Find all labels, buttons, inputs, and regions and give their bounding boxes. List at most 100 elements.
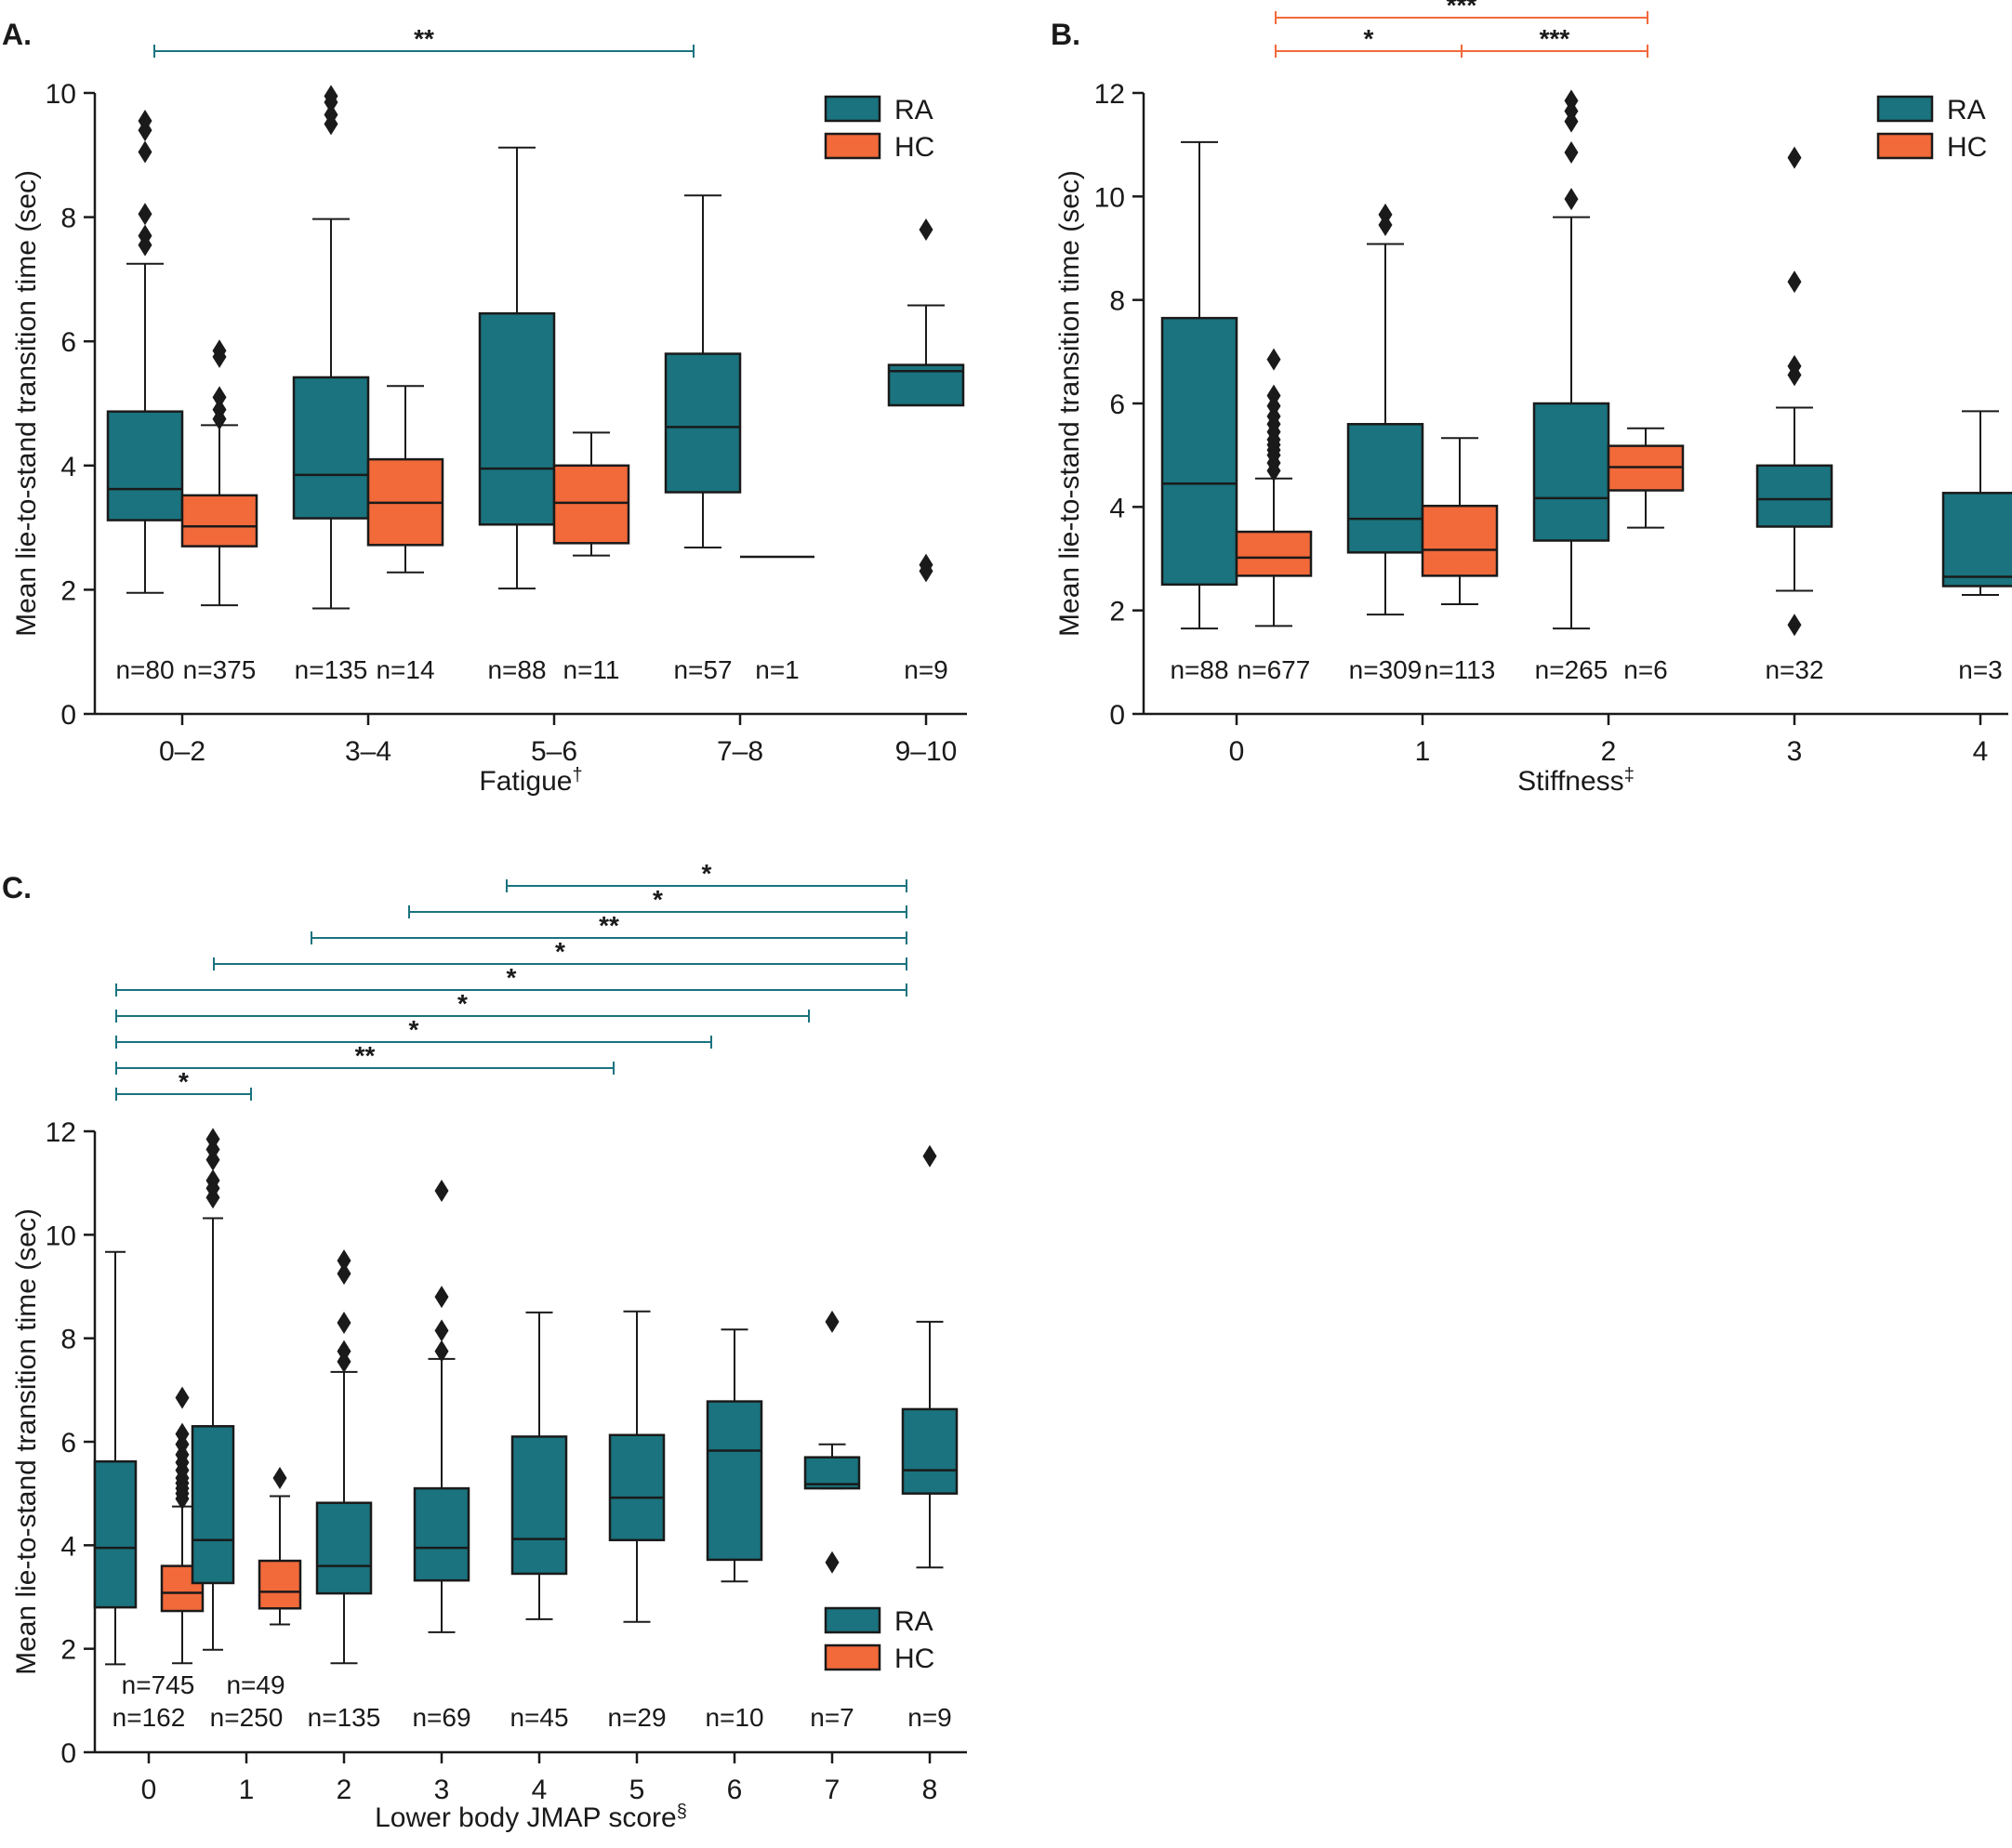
- outlier-point: [138, 140, 152, 164]
- box-body: [258, 1559, 302, 1610]
- sample-size-label: n=677: [1238, 655, 1311, 684]
- sample-size-label: n=29: [607, 1703, 666, 1732]
- legend-swatch-hc: [824, 1643, 881, 1671]
- box-body: [292, 376, 370, 520]
- significance-bracket: **: [115, 1041, 615, 1075]
- x-axis-title: Lower body JMAP score§: [375, 1802, 687, 1833]
- outlier-point: [337, 1262, 351, 1286]
- x-axis-title-text: Lower body JMAP score: [375, 1802, 677, 1833]
- sample-size-label: n=80: [115, 655, 174, 684]
- significance-bracket: **: [311, 911, 907, 944]
- significance-stars: *: [555, 937, 565, 966]
- sample-size-label: n=49: [226, 1670, 285, 1699]
- sample-size-label: n=32: [1765, 655, 1823, 684]
- significance-stars: ***: [1447, 0, 1477, 20]
- y-tick-label: 4: [60, 1531, 76, 1562]
- box-body: [93, 1459, 138, 1609]
- outlier-point: [212, 339, 227, 363]
- significance-bracket: *: [1275, 24, 1463, 58]
- outlier-point: [205, 1128, 220, 1151]
- x-axis-title-text: Stiffness: [1517, 766, 1624, 797]
- outlier-point: [337, 1249, 351, 1273]
- y-tick-label: 6: [60, 327, 76, 358]
- outlier-point: [175, 1422, 190, 1445]
- legend: RA HC: [1876, 95, 1987, 163]
- box-ra-8: n=9: [901, 1144, 959, 1732]
- y-tick-label: 6: [1109, 389, 1125, 420]
- outlier-point: [1564, 188, 1579, 211]
- sample-size-label: n=265: [1535, 655, 1608, 684]
- significance-bracket: ***: [1461, 24, 1648, 58]
- legend-swatch-ra: [824, 95, 881, 123]
- x-tick-label: 5–6: [531, 736, 577, 767]
- y-tick-label: 6: [60, 1428, 76, 1459]
- sample-size-label: n=745: [122, 1670, 195, 1699]
- significance-bracket: *: [115, 989, 810, 1023]
- box-body: [510, 1435, 568, 1576]
- outlier-point: [434, 1319, 449, 1342]
- outlier-point: [1787, 146, 1802, 169]
- outlier-point: [205, 1168, 220, 1192]
- box-body: [664, 352, 742, 494]
- sample-size-label: n=10: [705, 1703, 763, 1732]
- sample-size-label: n=6: [1623, 655, 1668, 684]
- x-axis-title-footnote-mark: ‡: [1624, 765, 1635, 785]
- y-tick-label: 12: [46, 1117, 76, 1148]
- outlier-point: [434, 1286, 449, 1309]
- box-hc-0: n=677: [1235, 348, 1313, 684]
- box-body: [1755, 464, 1833, 528]
- y-tick-label: 2: [60, 1635, 76, 1666]
- box-ra-4: n=9: [887, 218, 965, 684]
- significance-stars: **: [414, 24, 434, 53]
- y-tick-label: 12: [1094, 79, 1125, 110]
- box-body: [315, 1501, 373, 1595]
- outlier-point: [1787, 354, 1802, 377]
- box-body: [1160, 316, 1238, 587]
- box-body: [478, 311, 556, 526]
- panel-tag: C.: [2, 871, 32, 904]
- box-body: [1346, 423, 1424, 554]
- x-tick-label: 0–2: [159, 736, 205, 767]
- box-hc-0: n=375: [180, 339, 258, 684]
- box-ra-0: n=88: [1160, 140, 1238, 684]
- legend-swatch-ra: [824, 1606, 881, 1634]
- sample-size-label: n=135: [295, 655, 368, 684]
- outlier-point: [1564, 141, 1579, 165]
- significance-stars: *: [409, 1015, 419, 1044]
- y-tick-label: 10: [46, 1221, 76, 1251]
- box-body: [180, 494, 258, 548]
- outlier-point: [919, 218, 933, 241]
- outlier-point: [324, 103, 338, 126]
- y-tick-label: 4: [1109, 493, 1125, 523]
- outlier-point: [825, 1551, 840, 1574]
- y-axis-title: Mean lie-to-stand transition time (sec): [1054, 170, 1085, 637]
- outlier-point: [434, 1340, 449, 1363]
- box-body: [901, 1407, 959, 1495]
- outlier-point: [919, 553, 933, 576]
- significance-stars: *: [653, 885, 663, 914]
- sample-size-label: n=9: [907, 1703, 952, 1732]
- box-hc-2: n=11: [552, 431, 630, 684]
- x-tick-label: 2: [1601, 736, 1617, 767]
- sample-size-label: n=88: [1170, 655, 1228, 684]
- box-ra-1: n=309: [1346, 203, 1424, 684]
- significance-bracket: *: [506, 859, 907, 892]
- x-tick-label: 1: [239, 1775, 255, 1805]
- box-hc-1: n=14: [366, 385, 444, 684]
- x-axis-title-text: Fatigue: [479, 766, 572, 797]
- outlier-point: [272, 1466, 287, 1489]
- x-tick-label: 3: [1787, 736, 1803, 767]
- x-tick-label: 4: [532, 1775, 548, 1805]
- x-tick-label: 7–8: [717, 736, 763, 767]
- significance-bracket: *: [408, 885, 907, 918]
- sample-size-label: n=250: [210, 1703, 284, 1732]
- outlier-point: [1787, 271, 1802, 294]
- significance-bracket: *: [115, 963, 907, 997]
- box-ra-0: n=80: [106, 110, 184, 684]
- box-body: [106, 410, 184, 521]
- box-ra-2: n=265: [1532, 89, 1610, 684]
- y-tick-label: 4: [60, 452, 76, 482]
